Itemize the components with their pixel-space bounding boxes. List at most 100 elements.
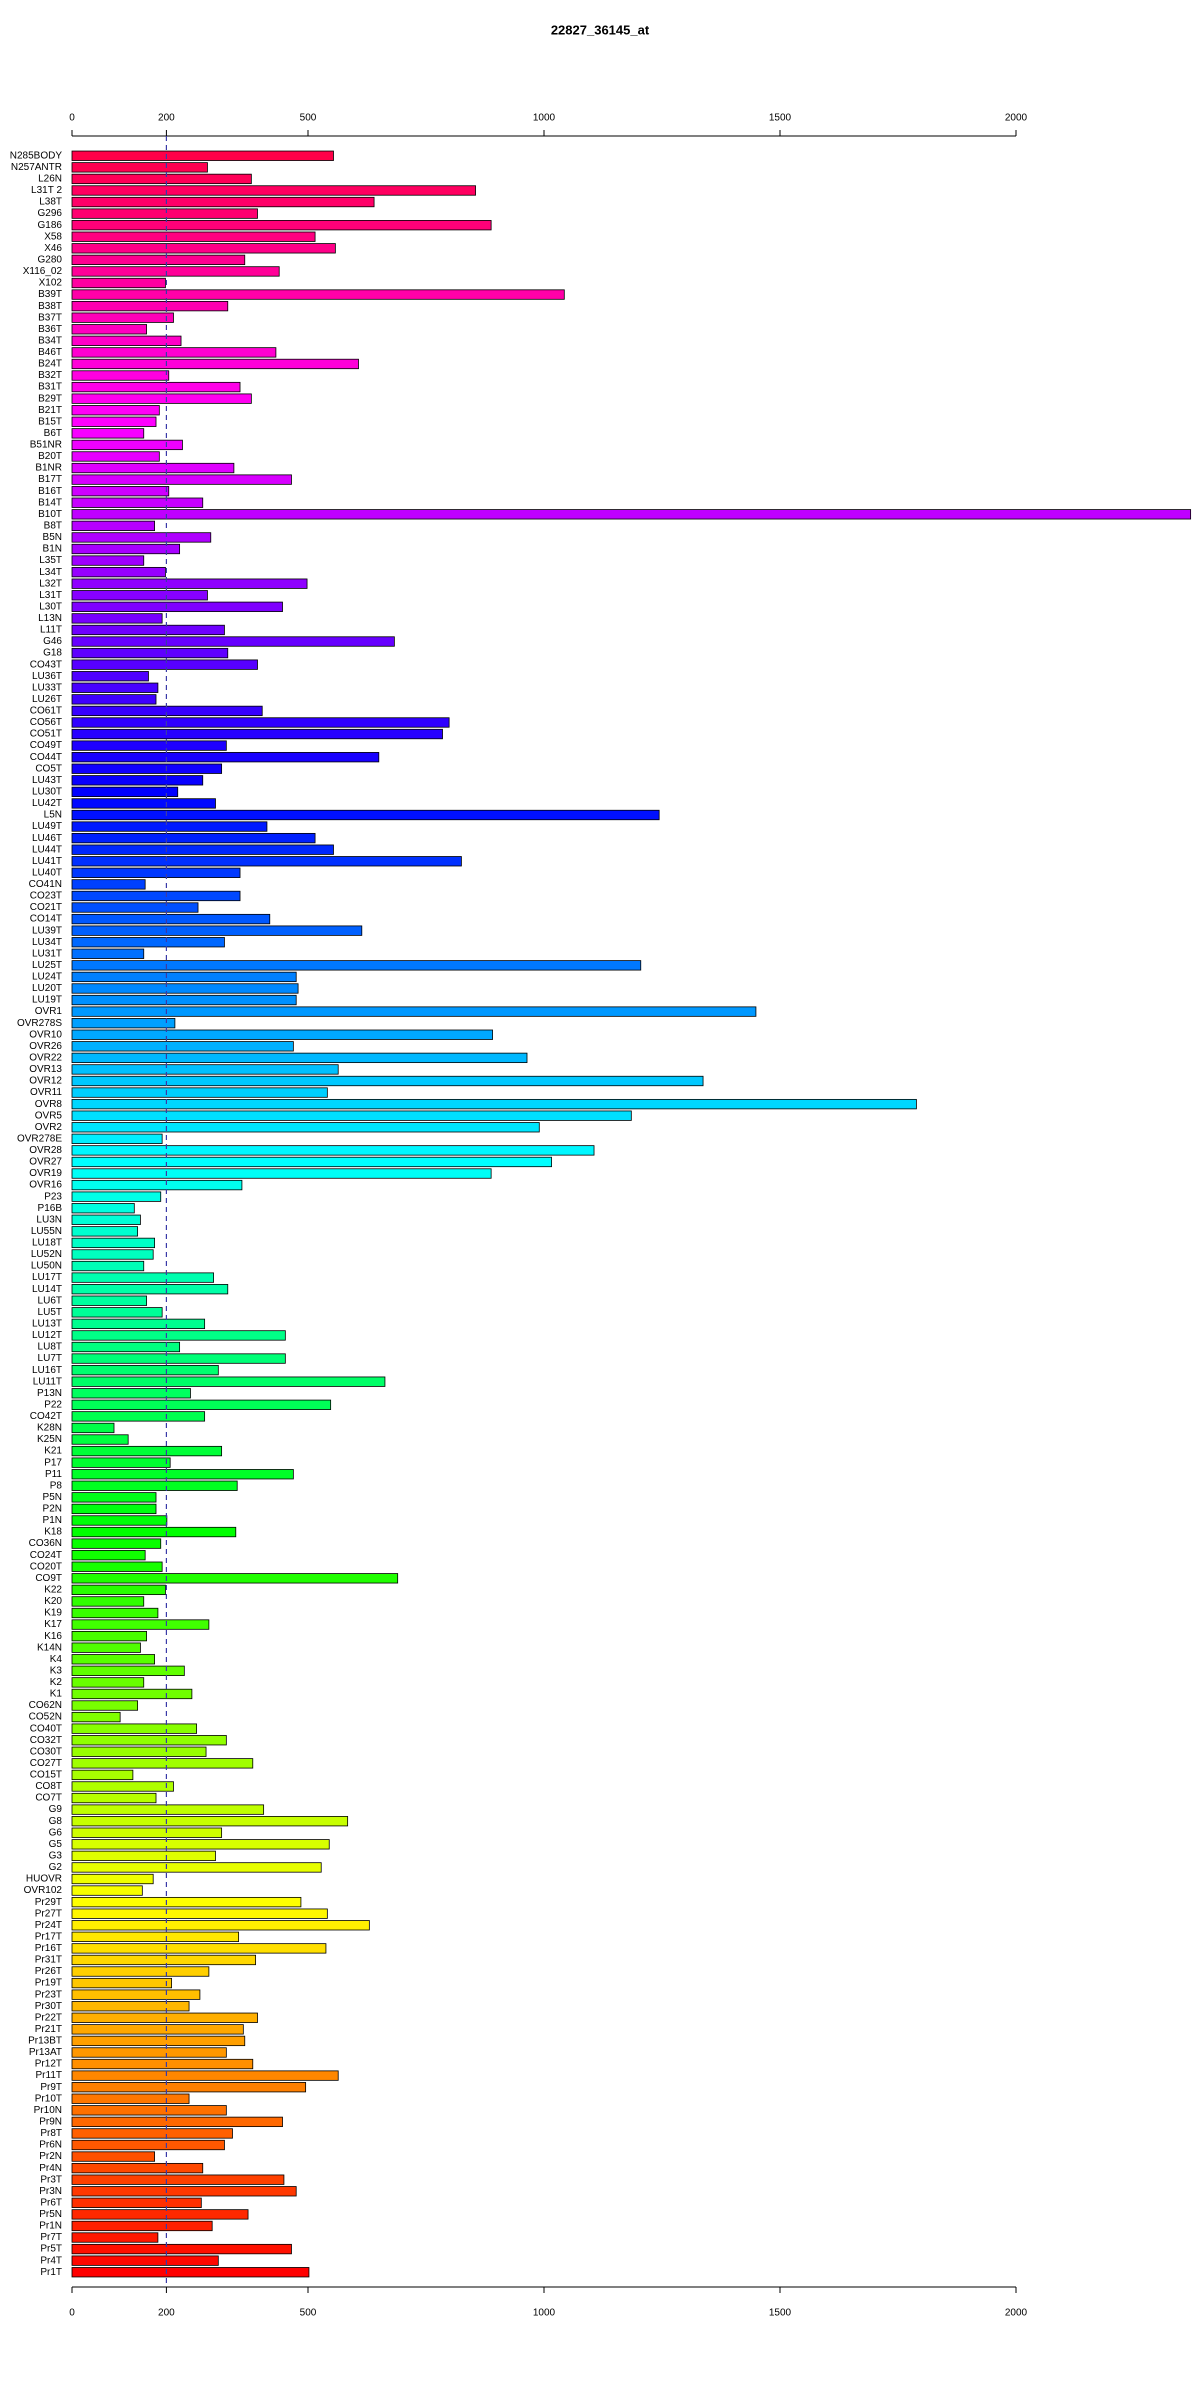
bar [71,520,155,532]
bar [71,231,316,242]
y-tick-label: K18 [44,1527,62,1538]
bar [71,1457,171,1468]
y-tick-label: CO36N [29,1538,62,1549]
bar [71,1792,157,1804]
y-tick-label: Pr22T [35,2012,62,2023]
bar [71,1445,223,1457]
bar [71,786,179,798]
x-tick-label: 500 [300,2308,317,2319]
bar [71,220,492,231]
bar [71,1064,339,1075]
y-tick-label: Pr1N [39,2221,62,2232]
y-tick-label: LU40T [32,867,62,878]
bar [71,1954,257,1966]
y-tick-label: CO43T [30,659,62,670]
x-tick-label: 1000 [533,2308,556,2319]
bar [71,1284,229,1295]
bar [71,1850,216,1862]
y-tick-label: Pr31T [35,1955,62,1966]
bar [71,1862,322,1873]
y-tick-label: X102 [39,278,63,289]
bar [71,624,225,636]
bar [71,913,271,925]
y-tick-label: G5 [49,1839,63,1850]
bar [71,370,170,381]
bar [71,1630,147,1642]
bar [71,1873,154,1885]
y-tick-label: K1 [50,1689,63,1700]
y-tick-label: Pr3T [40,2174,62,2185]
bar [71,1492,157,1503]
y-tick-label: Pr16T [35,1943,62,1954]
y-tick-label: B31T [38,382,62,393]
y-tick-label: CO21T [30,902,62,913]
bar [71,1584,166,1596]
y-tick-label: B1NR [35,463,62,474]
y-tick-label: Pr5T [40,2244,62,2255]
y-tick-label: G2 [49,1862,63,1873]
bar [71,1318,206,1330]
bar [71,705,263,717]
bar [71,2209,249,2220]
bar [71,1179,243,1191]
y-tick-label: B51NR [30,440,62,451]
x-tick-label: 0 [69,113,75,124]
y-tick-label: K28N [37,1423,62,1434]
y-tick-label: OVR19 [29,1168,62,1179]
bar [71,1607,159,1619]
y-tick-label: B1N [43,544,62,555]
bar [71,162,208,173]
y-tick-label: LU20T [32,983,62,994]
bar [71,1804,265,1815]
y-tick-label: LU7T [38,1353,62,1364]
bar [71,1399,332,1410]
y-tick-label: L32T [39,578,62,589]
bar [71,2058,254,2070]
y-tick-label: Pr10N [34,2105,62,2116]
bar [71,1769,134,1781]
bar [71,208,258,219]
y-tick-label: L31T 2 [31,185,62,196]
y-tick-label: L13N [38,613,62,624]
bar [71,798,216,809]
bar [71,971,297,983]
y-tick-label: CO8T [35,1781,62,1792]
y-tick-label: LU26T [32,694,62,705]
y-tick-label: OVR2 [35,1122,63,1133]
y-tick-label: K2 [50,1677,63,1688]
y-tick-label: LU36T [32,671,62,682]
y-tick-label: CO20T [30,1561,62,1572]
y-tick-label: B5N [43,532,62,543]
bar [71,694,157,705]
y-tick-label: CO27T [30,1758,62,1769]
y-tick-label: L11T [40,625,62,636]
bar [71,243,336,254]
bar [71,728,443,740]
bar [71,613,163,624]
y-tick-label: L35T [39,555,62,566]
bar [71,1654,155,1665]
y-tick-label: OVR26 [29,1041,62,1052]
bar [71,509,1192,520]
y-tick-label: Pr21T [35,2024,62,2035]
bar [71,1931,240,1942]
bar [71,717,450,728]
bar [71,300,229,312]
bar [71,2255,219,2266]
y-tick-label: LU12T [32,1330,62,1341]
y-tick-label: G8 [49,1816,63,1827]
y-tick-label: B37T [38,312,62,323]
x-tick-label: 200 [158,2308,175,2319]
bar [71,150,334,161]
bar [71,983,299,994]
bar [71,1237,155,1249]
y-tick-label: B34T [38,335,62,346]
y-tick-label: LU33T [32,682,62,693]
y-tick-label: Pr2N [39,2151,62,2162]
y-tick-label: LU6T [38,1295,62,1306]
bar [71,925,363,936]
y-tick-label: Pr4N [39,2163,62,2174]
bar [71,1295,147,1306]
bar [71,1619,210,1630]
y-tick-label: CO5T [35,763,62,774]
